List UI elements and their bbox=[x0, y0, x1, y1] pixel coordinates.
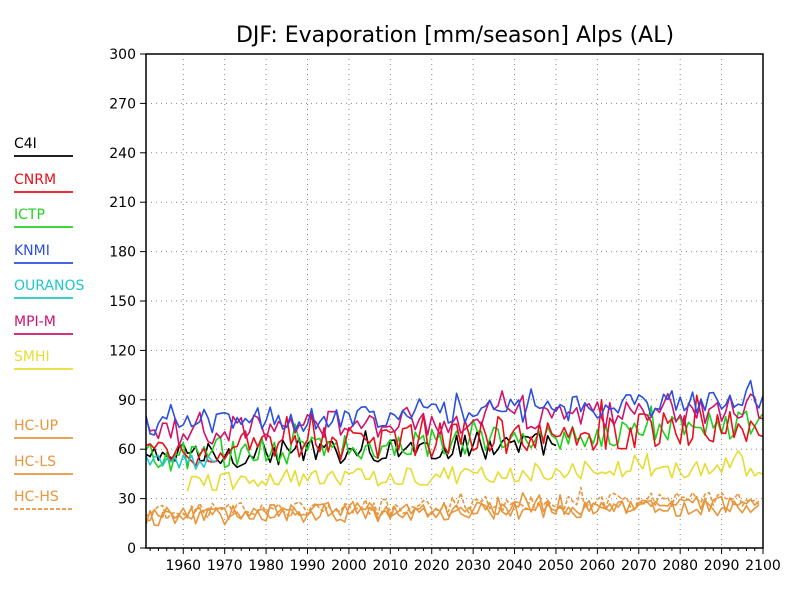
legend-label-ictp: ICTP bbox=[14, 207, 45, 223]
legend-label-smhi: SMHI bbox=[14, 349, 50, 365]
legend-label-hc-hs: HC-HS bbox=[14, 489, 59, 505]
x-tick-label: 2100 bbox=[745, 558, 781, 574]
y-tick-label: 270 bbox=[109, 96, 136, 112]
y-tick-label: 240 bbox=[109, 146, 136, 162]
y-axis-ticks: 0 30 60 90 120 150 180 210 240 270 300 bbox=[109, 47, 146, 557]
x-tick-label: 2000 bbox=[331, 558, 367, 574]
series-lines bbox=[145, 379, 764, 527]
series-line-mpi-m bbox=[145, 390, 764, 447]
x-tick-label: 2040 bbox=[497, 558, 533, 574]
x-tick-label: 1990 bbox=[290, 558, 326, 574]
series-line-hc-up bbox=[145, 494, 760, 527]
series-line-hc-hs bbox=[145, 486, 760, 521]
y-tick-label: 180 bbox=[109, 245, 136, 261]
legend-label-knmi: KNMI bbox=[14, 243, 50, 259]
series-line-ouranos bbox=[145, 454, 217, 470]
legend-label-cnrm: CNRM bbox=[14, 172, 56, 188]
y-tick-label: 120 bbox=[109, 343, 136, 359]
legend-label-c4i: C4I bbox=[14, 136, 37, 152]
x-tick-label: 1980 bbox=[248, 558, 284, 574]
legend: C4I CNRM ICTP KNMI OURANOS MPI-M SMHI HC-UP HC-L… bbox=[14, 136, 84, 510]
x-tick-label: 2070 bbox=[621, 558, 657, 574]
x-tick-label: 2020 bbox=[414, 558, 450, 574]
legend-label-hc-ls: HC-LS bbox=[14, 454, 56, 470]
chart-title: DJF: Evaporation [mm/season] Alps (AL) bbox=[236, 23, 674, 48]
x-tick-label: 2030 bbox=[455, 558, 491, 574]
x-tick-label: 2090 bbox=[704, 558, 740, 574]
x-tick-label: 2010 bbox=[372, 558, 408, 574]
series-line-c4i bbox=[145, 430, 557, 469]
x-tick-label: 2060 bbox=[580, 558, 616, 574]
series-line-smhi bbox=[186, 450, 764, 492]
series-line-knmi bbox=[145, 379, 764, 436]
x-tick-label: 2080 bbox=[662, 558, 698, 574]
x-axis-ticks: 1960 1970 1980 1990 2000 2010 2020 2030 2040 2050… bbox=[149, 548, 781, 574]
y-tick-label: 60 bbox=[118, 442, 136, 458]
x-tick-label: 2050 bbox=[538, 558, 574, 574]
series-line-cnrm bbox=[145, 394, 764, 467]
y-tick-label: 90 bbox=[118, 393, 136, 409]
y-tick-label: 300 bbox=[109, 47, 136, 63]
x-tick-label: 1970 bbox=[207, 558, 243, 574]
series-line-ictp bbox=[145, 405, 764, 472]
y-tick-label: 150 bbox=[109, 294, 136, 310]
x-tick-label: 1960 bbox=[165, 558, 201, 574]
legend-label-hc-up: HC-UP bbox=[14, 418, 58, 434]
legend-label-mpi-m: MPI-M bbox=[14, 314, 56, 330]
y-tick-label: 210 bbox=[109, 195, 136, 211]
series-line-hc-ls bbox=[145, 491, 760, 522]
legend-label-ouranos: OURANOS bbox=[14, 278, 84, 294]
y-tick-label: 0 bbox=[127, 541, 136, 557]
y-tick-label: 30 bbox=[118, 492, 136, 508]
